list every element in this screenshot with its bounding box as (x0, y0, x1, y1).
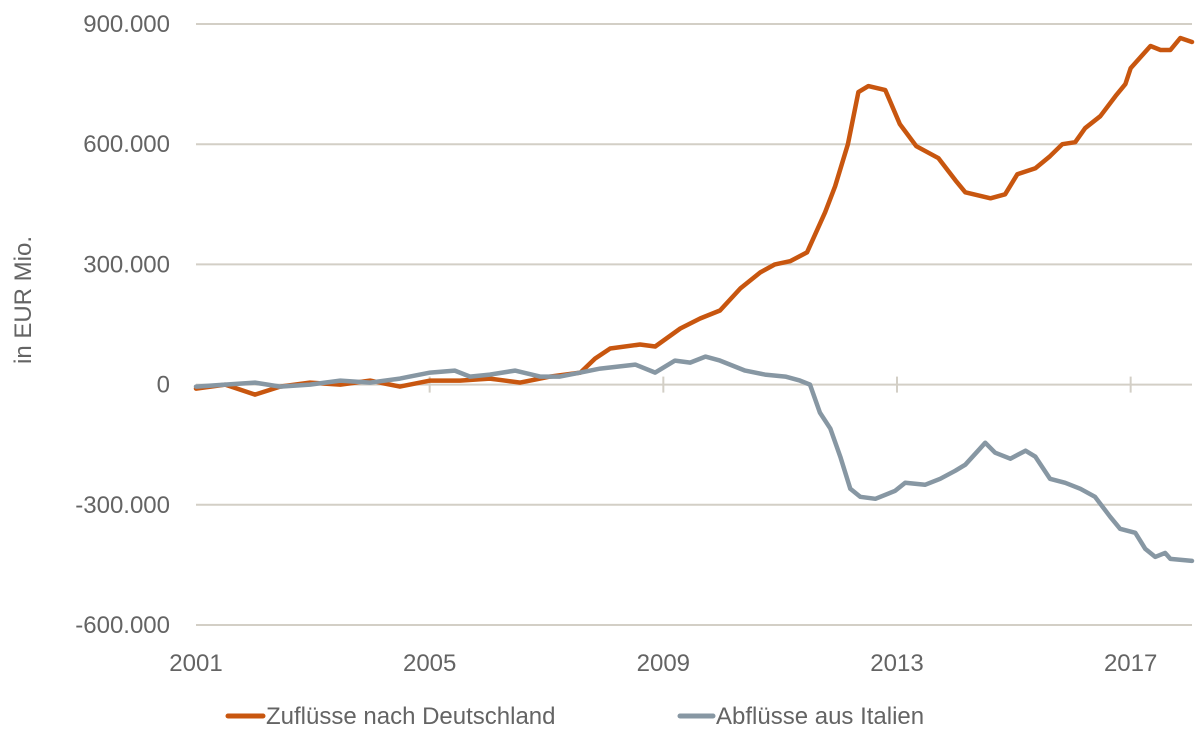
x-tick-label: 2017 (1104, 650, 1157, 677)
y-axis-label: in EUR Mio. (10, 236, 37, 364)
x-tick-label: 2013 (870, 650, 923, 677)
y-tick-label: -600.000 (75, 612, 170, 639)
y-tick-label: 900.000 (83, 11, 170, 38)
series-lines (193, 35, 1195, 564)
y-tick-label: -300.000 (75, 492, 170, 519)
gridlines (196, 23, 1192, 626)
y-tick-label: 0 (157, 372, 170, 399)
y-axis-ticks: 900.000 600.000 300.000 0 -300.000 -600.000 (75, 11, 170, 639)
series-line-0 (193, 35, 1195, 397)
x-axis-ticks: 2001 2005 2009 2013 2017 (169, 376, 1157, 677)
y-tick-label: 300.000 (83, 251, 170, 278)
x-tick-label: 2005 (403, 650, 456, 677)
x-tick-label: 2009 (637, 650, 690, 677)
y-tick-label: 600.000 (83, 131, 170, 158)
x-tick-label: 2001 (169, 650, 222, 677)
series-line-1 (193, 354, 1195, 564)
legend-label: Zuflüsse nach Deutschland (266, 703, 556, 730)
legend-label: Abflüsse aus Italien (716, 703, 924, 730)
legend: Zuflüsse nach Deutschland Abflüsse aus It… (225, 703, 924, 730)
